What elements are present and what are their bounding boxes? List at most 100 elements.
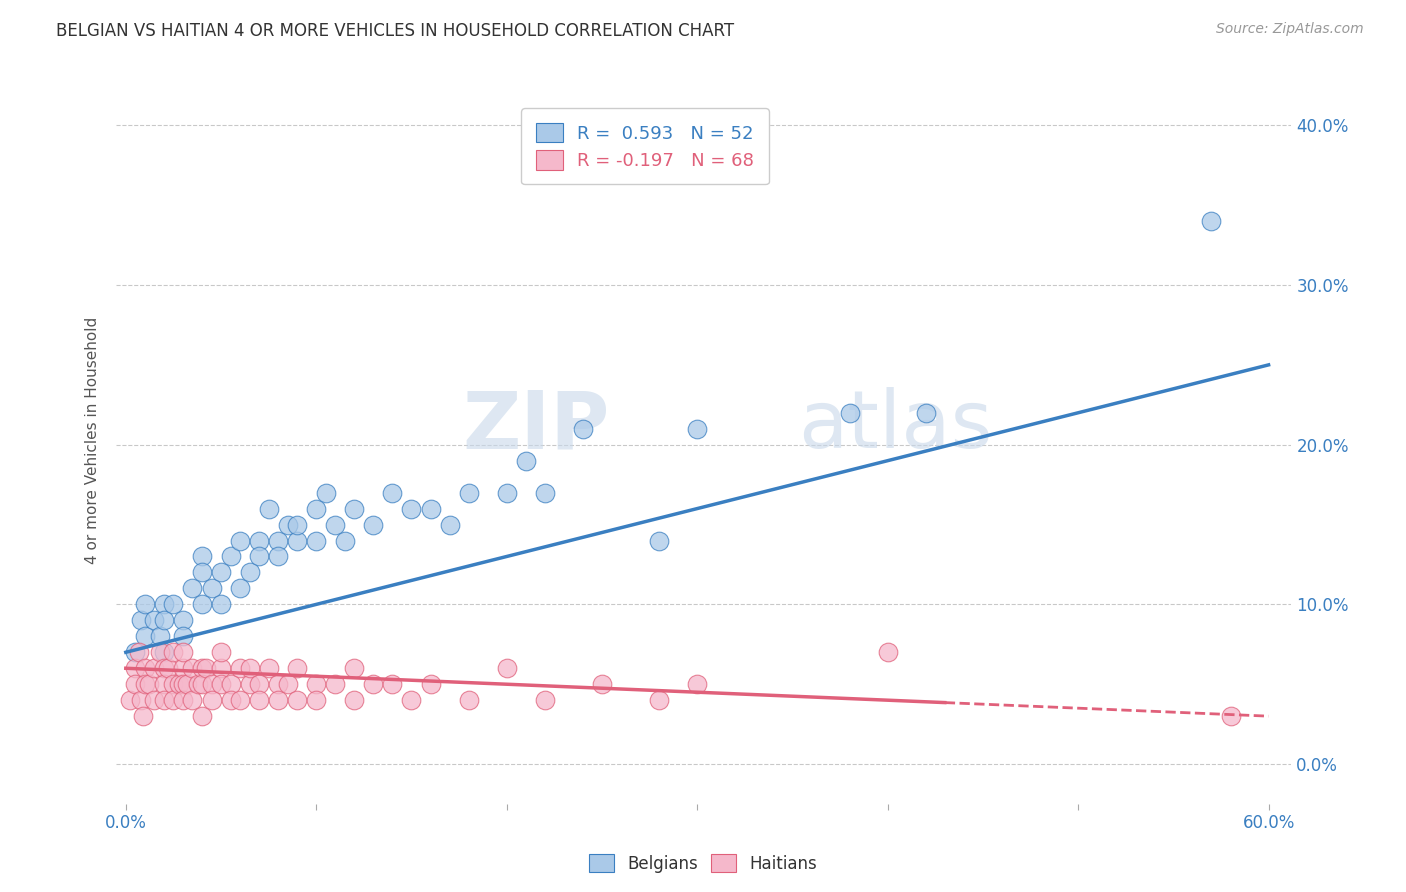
Point	[172, 693, 194, 707]
Point	[156, 661, 179, 675]
Point	[132, 709, 155, 723]
Point	[181, 693, 204, 707]
Point	[333, 533, 356, 548]
Point	[153, 677, 176, 691]
Point	[200, 677, 222, 691]
Point	[149, 629, 172, 643]
Point	[138, 677, 160, 691]
Point	[191, 566, 214, 580]
Point	[648, 693, 671, 707]
Point	[153, 645, 176, 659]
Point	[129, 693, 152, 707]
Point	[257, 661, 280, 675]
Point	[457, 485, 479, 500]
Point	[267, 677, 290, 691]
Point	[209, 661, 232, 675]
Point	[401, 693, 423, 707]
Point	[876, 645, 898, 659]
Point	[419, 501, 441, 516]
Y-axis label: 4 or more Vehicles in Household: 4 or more Vehicles in Household	[86, 317, 100, 565]
Point	[149, 645, 172, 659]
Point	[143, 693, 166, 707]
Point	[495, 485, 517, 500]
Legend: Belgians, Haitians: Belgians, Haitians	[582, 847, 824, 880]
Point	[323, 517, 346, 532]
Point	[686, 422, 709, 436]
Point	[181, 582, 204, 596]
Point	[187, 677, 209, 691]
Point	[343, 693, 366, 707]
Point	[153, 661, 176, 675]
Point	[209, 566, 232, 580]
Point	[219, 677, 242, 691]
Point	[363, 517, 385, 532]
Point	[129, 613, 152, 627]
Point	[439, 517, 461, 532]
Point	[267, 549, 290, 564]
Point	[285, 661, 308, 675]
Point	[219, 693, 242, 707]
Point	[1201, 214, 1223, 228]
Point	[167, 677, 190, 691]
Point	[134, 661, 156, 675]
Point	[533, 485, 555, 500]
Point	[247, 533, 270, 548]
Text: Source: ZipAtlas.com: Source: ZipAtlas.com	[1216, 22, 1364, 37]
Point	[191, 677, 214, 691]
Point	[247, 677, 270, 691]
Point	[401, 501, 423, 516]
Point	[134, 598, 156, 612]
Point	[162, 645, 184, 659]
Point	[124, 677, 146, 691]
Point	[305, 501, 328, 516]
Point	[1219, 709, 1241, 723]
Point	[914, 406, 936, 420]
Point	[419, 677, 441, 691]
Point	[124, 645, 146, 659]
Point	[495, 661, 517, 675]
Point	[648, 533, 671, 548]
Point	[515, 453, 537, 467]
Point	[591, 677, 613, 691]
Point	[124, 661, 146, 675]
Point	[381, 485, 404, 500]
Point	[172, 661, 194, 675]
Point	[219, 549, 242, 564]
Point	[172, 677, 194, 691]
Point	[305, 693, 328, 707]
Point	[457, 693, 479, 707]
Point	[143, 661, 166, 675]
Point	[134, 629, 156, 643]
Point	[191, 661, 214, 675]
Point	[239, 677, 262, 691]
Point	[247, 693, 270, 707]
Point	[209, 598, 232, 612]
Point	[153, 598, 176, 612]
Text: ZIP: ZIP	[463, 387, 610, 466]
Point	[176, 677, 198, 691]
Point	[191, 709, 214, 723]
Point	[200, 582, 222, 596]
Point	[315, 485, 337, 500]
Point	[209, 645, 232, 659]
Point	[229, 661, 252, 675]
Point	[239, 661, 262, 675]
Point	[209, 677, 232, 691]
Point	[381, 677, 404, 691]
Point	[181, 661, 204, 675]
Point	[285, 693, 308, 707]
Point	[247, 549, 270, 564]
Point	[257, 501, 280, 516]
Point	[343, 501, 366, 516]
Point	[323, 677, 346, 691]
Point	[162, 693, 184, 707]
Point	[229, 693, 252, 707]
Point	[229, 582, 252, 596]
Point	[305, 533, 328, 548]
Point	[343, 661, 366, 675]
Point	[118, 693, 141, 707]
Point	[277, 517, 299, 532]
Point	[363, 677, 385, 691]
Point	[134, 677, 156, 691]
Point	[305, 677, 328, 691]
